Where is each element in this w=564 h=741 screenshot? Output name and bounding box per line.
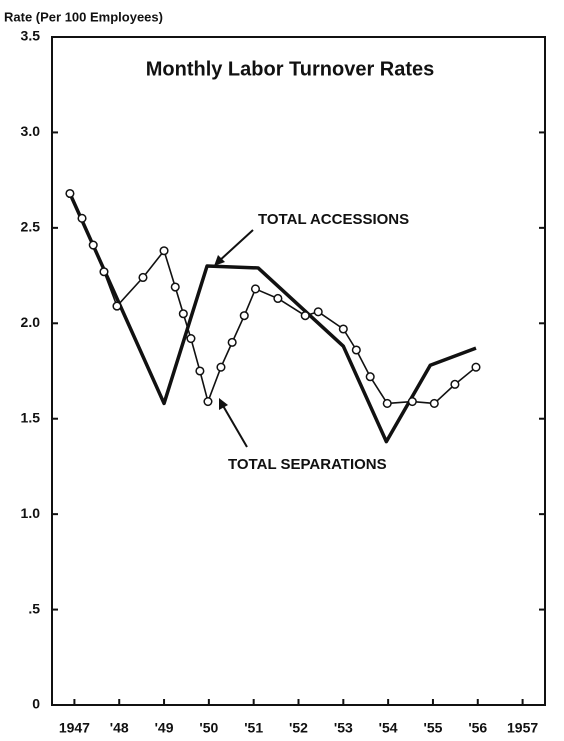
- point: [450, 379, 460, 389]
- point: [88, 240, 98, 250]
- point: [112, 301, 122, 311]
- point: [273, 293, 283, 304]
- point: [300, 311, 310, 321]
- point: [65, 188, 75, 199]
- x-tick-label: 1947: [59, 720, 90, 736]
- point: [138, 272, 148, 283]
- point: [365, 372, 375, 382]
- chart-title: Monthly Labor Turnover Rates: [146, 58, 435, 80]
- point: [99, 267, 109, 277]
- y-tick-label: 2.5: [21, 219, 41, 235]
- point: [250, 284, 261, 294]
- x-tick-label: '53: [334, 720, 353, 736]
- point: [239, 311, 249, 321]
- x-tick-label: '50: [199, 720, 218, 736]
- arrow-head: [214, 255, 225, 266]
- arrow-head: [219, 398, 228, 410]
- point: [351, 345, 361, 355]
- x-tick-label: '55: [424, 720, 443, 736]
- x-tick-label: 1957: [507, 720, 538, 736]
- y-tick-label: 1.5: [21, 409, 41, 425]
- series-line: [68, 192, 477, 444]
- point: [77, 213, 87, 223]
- y-tick-label: 3.5: [21, 28, 41, 44]
- point: [227, 337, 237, 347]
- annotation: TOTAL ACCESSIONS: [258, 211, 409, 228]
- arrow: [221, 403, 248, 448]
- y-tick-label: .5: [28, 600, 40, 616]
- y-tick-label: 2.0: [21, 314, 41, 330]
- point: [407, 396, 417, 407]
- x-tick-label: '54: [379, 720, 398, 736]
- y-tick-label: 3.0: [21, 123, 41, 139]
- point: [313, 307, 323, 317]
- point: [382, 398, 392, 408]
- y-tick-label: 0: [32, 696, 40, 712]
- x-tick-label: '49: [155, 720, 174, 736]
- point: [429, 398, 439, 408]
- point: [178, 309, 188, 319]
- x-tick-label: '51: [244, 720, 263, 736]
- point: [170, 282, 180, 292]
- point: [203, 396, 213, 407]
- x-tick-label: '48: [110, 720, 129, 736]
- annotation: TOTAL SEPARATIONS: [228, 456, 387, 473]
- point: [195, 366, 205, 376]
- point: [216, 362, 226, 372]
- point: [338, 324, 348, 334]
- y-tick-label: 1.0: [21, 505, 41, 521]
- point: [471, 362, 481, 372]
- x-tick-label: '52: [289, 720, 308, 736]
- y-axis-label: Rate (Per 100 Employees): [4, 9, 163, 24]
- point: [186, 334, 196, 344]
- x-tick-label: '56: [468, 720, 487, 736]
- point: [159, 246, 169, 256]
- arrow: [217, 229, 254, 263]
